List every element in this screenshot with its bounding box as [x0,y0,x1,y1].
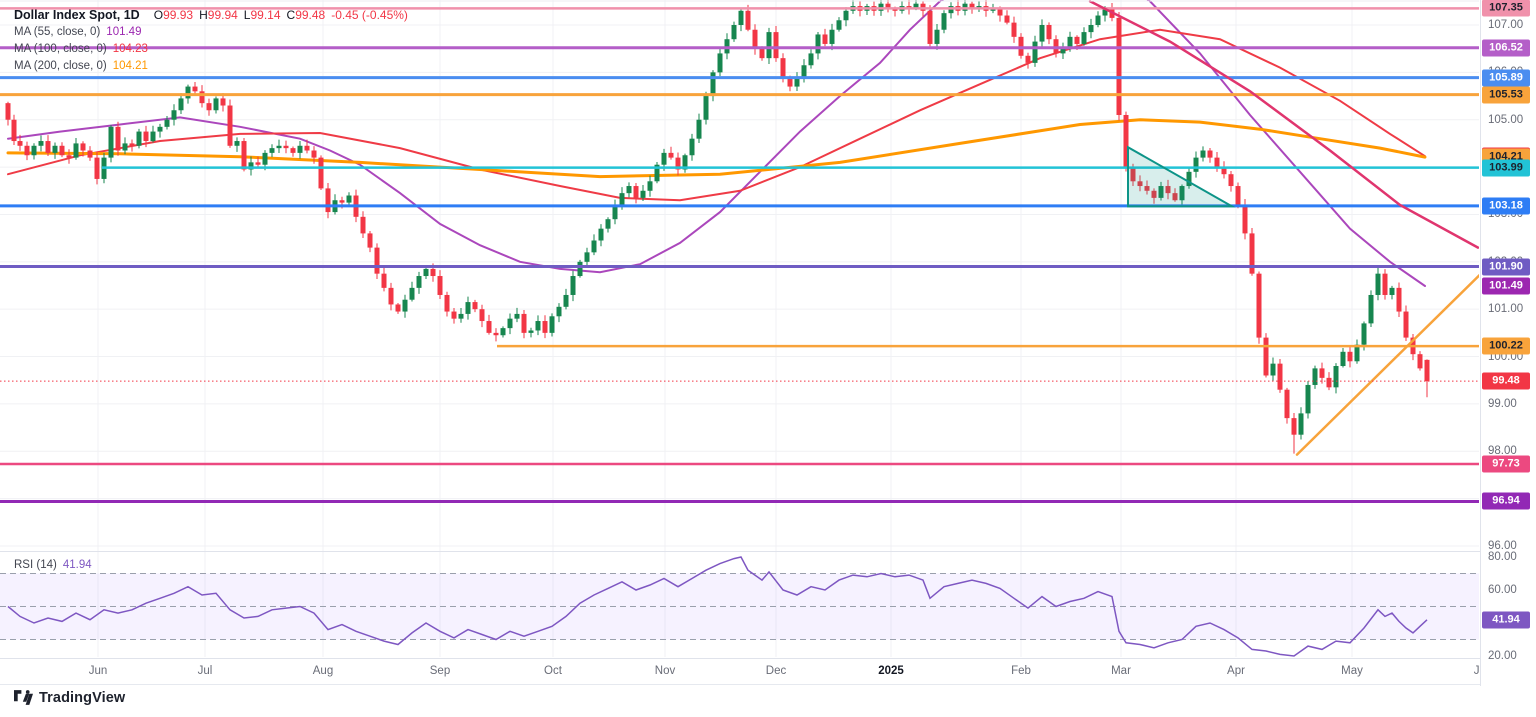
price-label-badge: 96.94 [1482,492,1530,510]
price-label-badge: 105.89 [1482,69,1530,87]
price-label-badge: 41.94 [1482,611,1530,629]
time-tick-label: Apr [1227,665,1245,677]
price-label-badge: 101.90 [1482,258,1530,276]
price-tick-label: 105.00 [1488,113,1524,126]
trendlines[interactable] [1088,0,1481,456]
rsi-tick-label: 20.00 [1488,650,1517,662]
ma100-label: MA (100, close, 0) [14,43,107,55]
price-tick-label: 96.00 [1488,540,1517,552]
rsi-legend[interactable]: RSI (14) 41.94 [14,559,92,571]
time-tick-label: May [1341,665,1363,677]
time-tick-label: Aug [312,665,334,677]
main-legend: Dollar Index Spot, 1D O99.93 H99.94 L99.14 C… [14,7,408,75]
rsi-line [7,556,1428,657]
price-label-badge: 99.48 [1482,372,1530,390]
rsi-tick-label: 60.00 [1488,584,1517,596]
price-label-badge: 97.73 [1482,455,1530,473]
time-tick-label: Oct [544,665,562,677]
price-label-badge: 101.49 [1482,277,1530,295]
price-label-badge: 103.99 [1482,159,1530,177]
change-value: -0.45 (-0.45%) [331,8,408,22]
time-tick-label: Jul [197,665,213,677]
price-label-badge: 106.52 [1482,39,1530,57]
high-label: H [199,8,208,22]
price-label-badge: 107.35 [1482,0,1530,17]
time-tick-label: Mar [1111,665,1131,677]
open-value: 99.93 [163,8,194,22]
ma200-value: 104.21 [112,60,148,72]
ma55-label: MA (55, close, 0) [14,26,101,38]
low-label: L [243,8,251,22]
ma200-label: MA (200, close, 0) [14,60,107,72]
symbol-row[interactable]: Dollar Index Spot, 1D O99.93 H99.94 L99.14 C… [14,7,408,24]
price-tick-label: 101.00 [1488,303,1524,316]
time-tick-label: Nov [654,665,676,677]
chart-bottom-border [0,684,1536,685]
horizontal-level-lines[interactable] [0,7,1479,503]
rsi-value: 41.94 [62,559,92,571]
time-tick-label: 2025 [878,665,904,677]
rsi-pane [0,556,1479,657]
ma100-value: 104.23 [112,43,148,55]
tradingview-logo-icon [14,690,33,705]
rsi-tick-label: 80.00 [1488,551,1517,563]
ma200-legend-row[interactable]: MA (200, close, 0) 104.21 [14,58,408,75]
open-label: O [153,8,164,22]
low-value: 99.14 [250,8,281,22]
time-tick-label: Sep [429,665,451,677]
ma55-legend-row[interactable]: MA (55, close, 0) 101.49 [14,24,408,41]
symbol-title: Dollar Index Spot, 1D [14,8,140,22]
time-tick-label: Feb [1011,665,1031,677]
time-axis[interactable]: JunJulAugSepOctNovDec2025FebMarAprMayJun [0,658,1536,684]
candlestick-series [5,0,1430,454]
close-value: 99.48 [295,8,326,22]
ma55-value: 101.49 [106,26,142,38]
price-tick-label: 107.00 [1488,19,1524,31]
price-axis[interactable]: 107.00106.00105.00104.00103.00102.00101.… [1480,0,1536,686]
tradingview-logo[interactable]: TradingView [14,689,125,706]
price-label-badge: 103.18 [1482,197,1530,215]
price-label-badge: 100.22 [1482,337,1530,355]
price-tick-label: 98.00 [1488,445,1517,458]
high-value: 99.94 [207,8,238,22]
close-label: C [286,8,296,22]
time-tick-label: Dec [765,665,787,677]
price-label-badge: 105.53 [1482,86,1530,104]
ma100-legend-row[interactable]: MA (100, close, 0) 104.23 [14,41,408,58]
price-tick-label: 99.00 [1488,397,1517,410]
time-tick-label: Jun [88,665,108,677]
triangle-pattern [1127,145,1236,208]
tradingview-logo-text: TradingView [39,689,126,706]
rsi-label: RSI (14) [14,559,57,571]
